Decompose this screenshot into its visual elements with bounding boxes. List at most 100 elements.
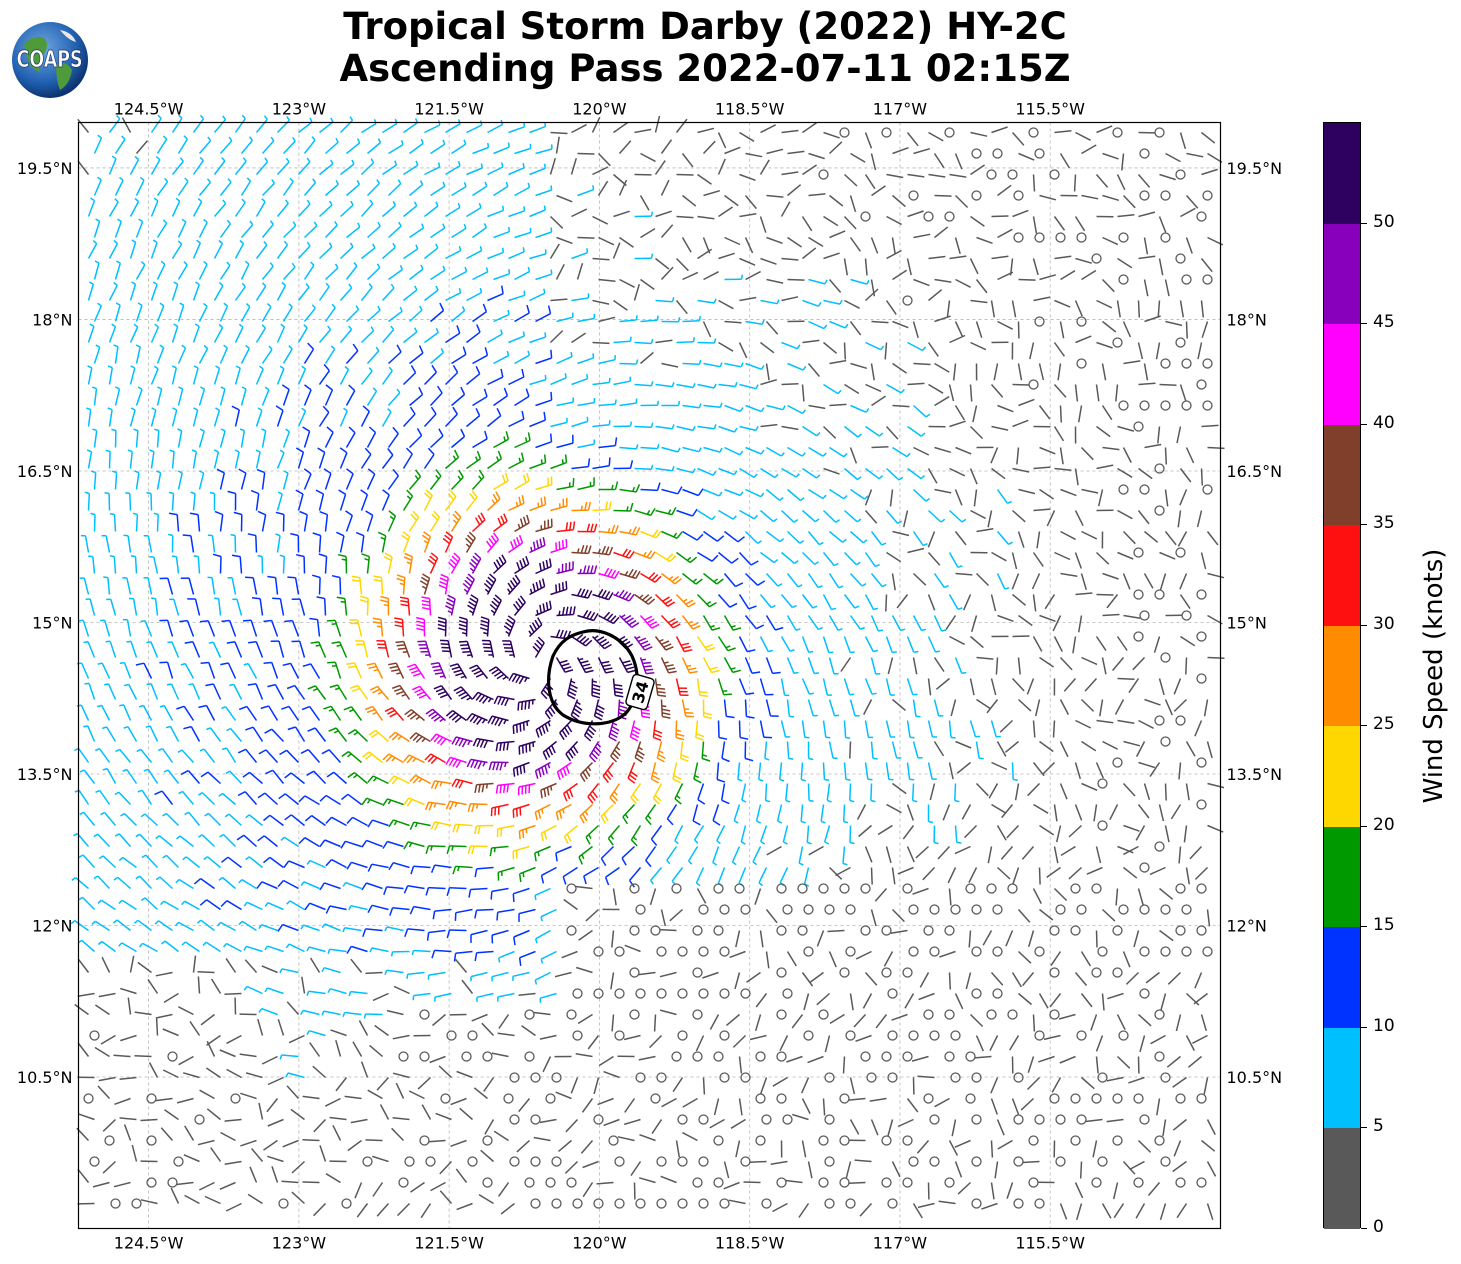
wind-barb (808, 278, 828, 285)
barb-staff (487, 415, 502, 428)
barb-staff (514, 480, 530, 491)
barb-flag (237, 748, 247, 754)
calm-circle (860, 211, 871, 222)
wind-barb (559, 719, 573, 741)
barb-flag (627, 777, 636, 784)
barb-flag (301, 705, 310, 711)
wind-barb (297, 324, 308, 343)
calm-circle (1139, 610, 1150, 621)
barb-staff (682, 404, 700, 409)
barb-staff (177, 180, 189, 196)
barb-staff (1060, 488, 1077, 497)
barb-flag (365, 510, 374, 516)
barb-half-flag (515, 501, 519, 507)
barb-staff (493, 480, 509, 491)
barb-half-flag (656, 443, 660, 449)
barb-staff (430, 185, 446, 197)
barb-staff (359, 577, 363, 595)
wind-barb (451, 266, 468, 281)
barb-staff (367, 141, 381, 155)
barb-flag (470, 759, 475, 768)
barb-half-flag (440, 348, 445, 353)
barb-staff (963, 594, 972, 611)
wind-barb (1028, 379, 1039, 390)
barb-staff (518, 740, 536, 748)
barb-staff (508, 418, 525, 428)
barb-staff (801, 720, 806, 738)
wind-barb (844, 467, 862, 481)
barb-half-flag (478, 202, 482, 208)
wind-barb (1143, 279, 1149, 297)
barb-staff (318, 493, 325, 511)
barb-staff (1053, 426, 1065, 442)
wind-barb (421, 531, 432, 553)
wind-barb (891, 615, 906, 632)
barb-half-flag (547, 721, 551, 727)
barb-flag (604, 591, 611, 599)
wind-barb (376, 640, 390, 658)
wind-barb (976, 527, 994, 533)
wind-barb (829, 403, 847, 407)
wind-barb (135, 386, 143, 406)
wind-barb (843, 258, 849, 276)
wind-barb (1149, 762, 1161, 778)
wind-barb (91, 386, 98, 406)
wind-barb (887, 657, 894, 675)
barb-staff (508, 502, 525, 512)
barb-staff (1096, 719, 1114, 724)
barb-half-flag (435, 327, 439, 333)
wind-barb (343, 706, 363, 721)
barb-staff (513, 761, 530, 770)
wind-barb (912, 741, 923, 759)
barb-flag (245, 576, 254, 579)
barb-staff (1138, 382, 1156, 386)
barb-staff (892, 698, 906, 711)
barb-staff (807, 531, 820, 546)
barb-flag (476, 450, 482, 460)
wind-barb (1116, 174, 1126, 191)
barb-staff (303, 514, 308, 532)
wind-barb (717, 720, 728, 740)
wind-barb (780, 509, 799, 523)
barb-staff (93, 514, 96, 532)
barb-flag (473, 670, 482, 675)
wind-barb (487, 407, 502, 428)
barb-half-flag (315, 644, 321, 647)
barb-staff (282, 348, 293, 364)
barb-staff (402, 453, 413, 469)
barb-staff (192, 242, 201, 259)
barb-flag (383, 556, 392, 562)
barb-flag (618, 589, 625, 598)
barb-flag (695, 736, 704, 741)
barb-flag (534, 619, 540, 628)
barb-half-flag (698, 447, 702, 453)
barb-staff (1122, 194, 1136, 209)
barb-staff (976, 236, 993, 245)
barb-staff (98, 748, 111, 763)
barb-staff (976, 698, 992, 710)
barb-half-flag (739, 450, 744, 456)
barb-staff (466, 373, 481, 386)
barb-flag (532, 645, 540, 653)
barb-flag (677, 486, 683, 495)
barb-flag (445, 601, 454, 607)
barb-staff (77, 118, 90, 133)
barb-half-flag (540, 459, 543, 465)
barb-half-flag (387, 408, 392, 413)
barb-staff (990, 384, 1004, 398)
barb-flag (469, 714, 476, 723)
barb-flag (581, 663, 591, 667)
barb-staff (571, 251, 588, 260)
wind-barb (927, 509, 946, 523)
barb-flag (364, 753, 373, 760)
barb-flag (590, 523, 594, 532)
wind-barb (801, 216, 813, 232)
wind-barb (493, 472, 509, 491)
barb-half-flag (292, 136, 296, 142)
barb-flag (355, 531, 365, 537)
barb-staff (1206, 741, 1213, 759)
barb-staff (219, 514, 224, 532)
barb-flag (465, 537, 473, 545)
wind-barb (549, 215, 564, 229)
wind-barb (759, 720, 773, 739)
